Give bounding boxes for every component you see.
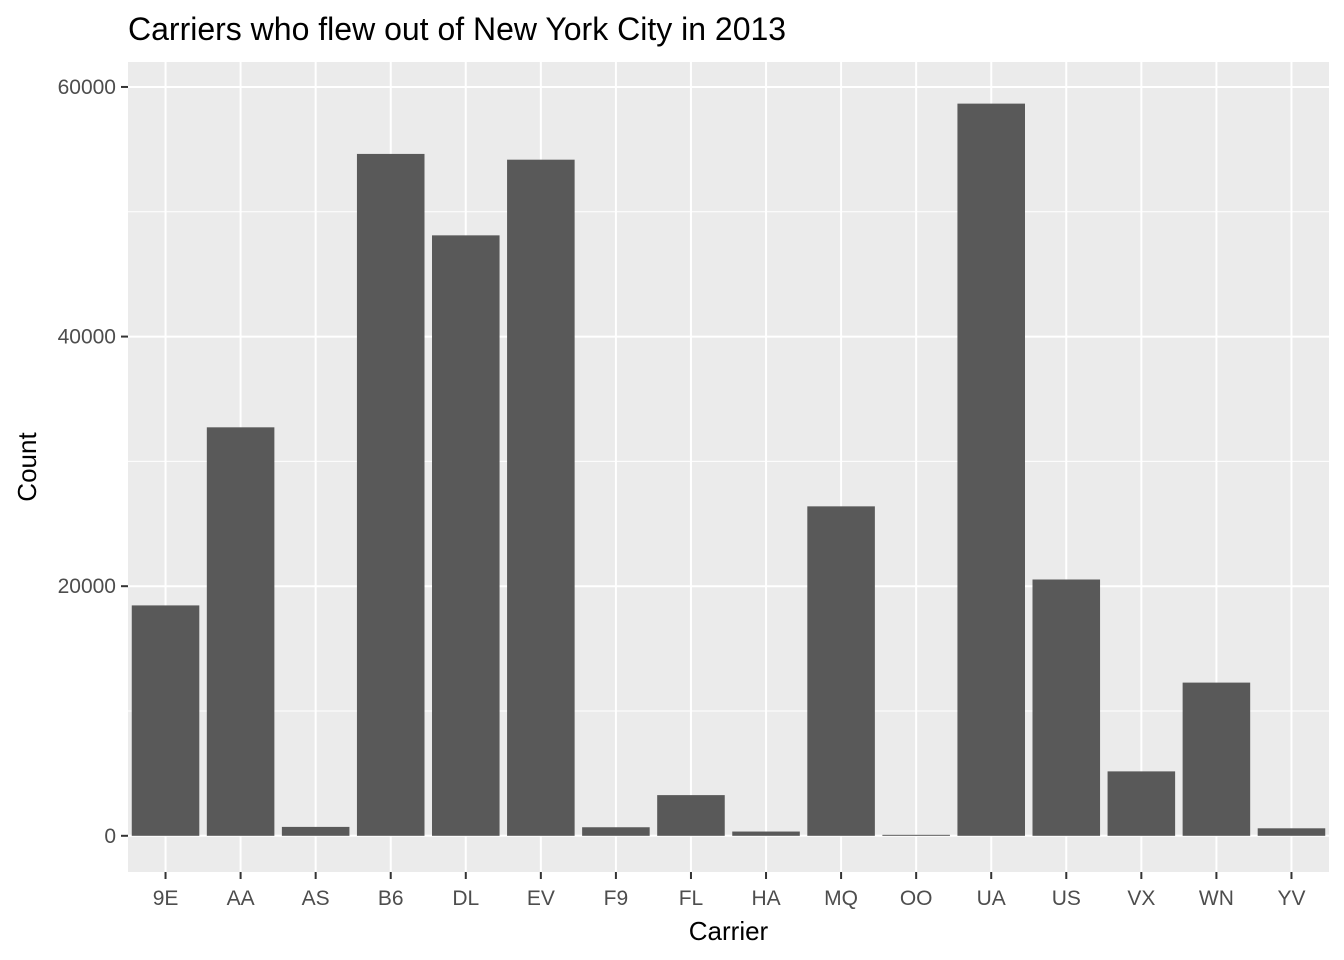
- y-tick-label: 20000: [58, 575, 116, 598]
- y-tick-label: 0: [104, 825, 116, 848]
- bar-9e: [131, 605, 200, 836]
- x-tick-label: YV: [1277, 887, 1305, 910]
- x-tick-label: UA: [977, 887, 1006, 910]
- bar-aa: [206, 427, 275, 836]
- x-tick-label: F9: [604, 887, 629, 910]
- bar-yv: [1257, 828, 1326, 836]
- y-axis: 0 20000 40000 60000: [58, 76, 128, 848]
- bar-f9: [582, 827, 650, 836]
- y-tick-label: 60000: [58, 76, 116, 99]
- x-tick-label: EV: [527, 887, 555, 910]
- x-tick-label: WN: [1199, 887, 1234, 910]
- x-tick-label: DL: [452, 887, 479, 910]
- x-tick-label: B6: [378, 887, 404, 910]
- y-tick-label: 40000: [58, 326, 116, 349]
- minor-grid: [128, 211, 1329, 712]
- bar-wn: [1182, 682, 1251, 836]
- x-tick-label: US: [1052, 887, 1081, 910]
- x-tick-label: MQ: [824, 887, 858, 910]
- bars: [131, 103, 1326, 836]
- bar-fl: [657, 795, 725, 836]
- x-tick-label: OO: [900, 887, 933, 910]
- bar-as: [281, 826, 350, 836]
- x-tick-label: FL: [679, 887, 704, 910]
- x-tick-label: VX: [1127, 887, 1155, 910]
- chart-title: Carriers who flew out of New York City i…: [128, 11, 786, 47]
- bar-ua: [957, 103, 1025, 836]
- bar-ha: [732, 831, 800, 836]
- bar-b6: [356, 153, 425, 836]
- bar-vx: [1107, 771, 1176, 836]
- bar-oo: [882, 834, 950, 836]
- x-axis-title: Carrier: [689, 916, 769, 946]
- bar-us: [1032, 579, 1101, 836]
- plot-panel: [128, 62, 1329, 872]
- x-axis: 9E AA AS B6 DL EV F9 FL HA MQ OO UA US VX WN YV: [153, 872, 1305, 910]
- bar-mq: [807, 506, 875, 836]
- x-tick-label: AA: [227, 887, 255, 910]
- x-tick-label: 9E: [153, 887, 179, 910]
- x-tick-label: HA: [751, 887, 780, 910]
- bar-dl: [432, 235, 500, 836]
- x-tick-label: AS: [302, 887, 330, 910]
- bar-ev: [507, 159, 575, 836]
- y-axis-title: Count: [12, 432, 42, 502]
